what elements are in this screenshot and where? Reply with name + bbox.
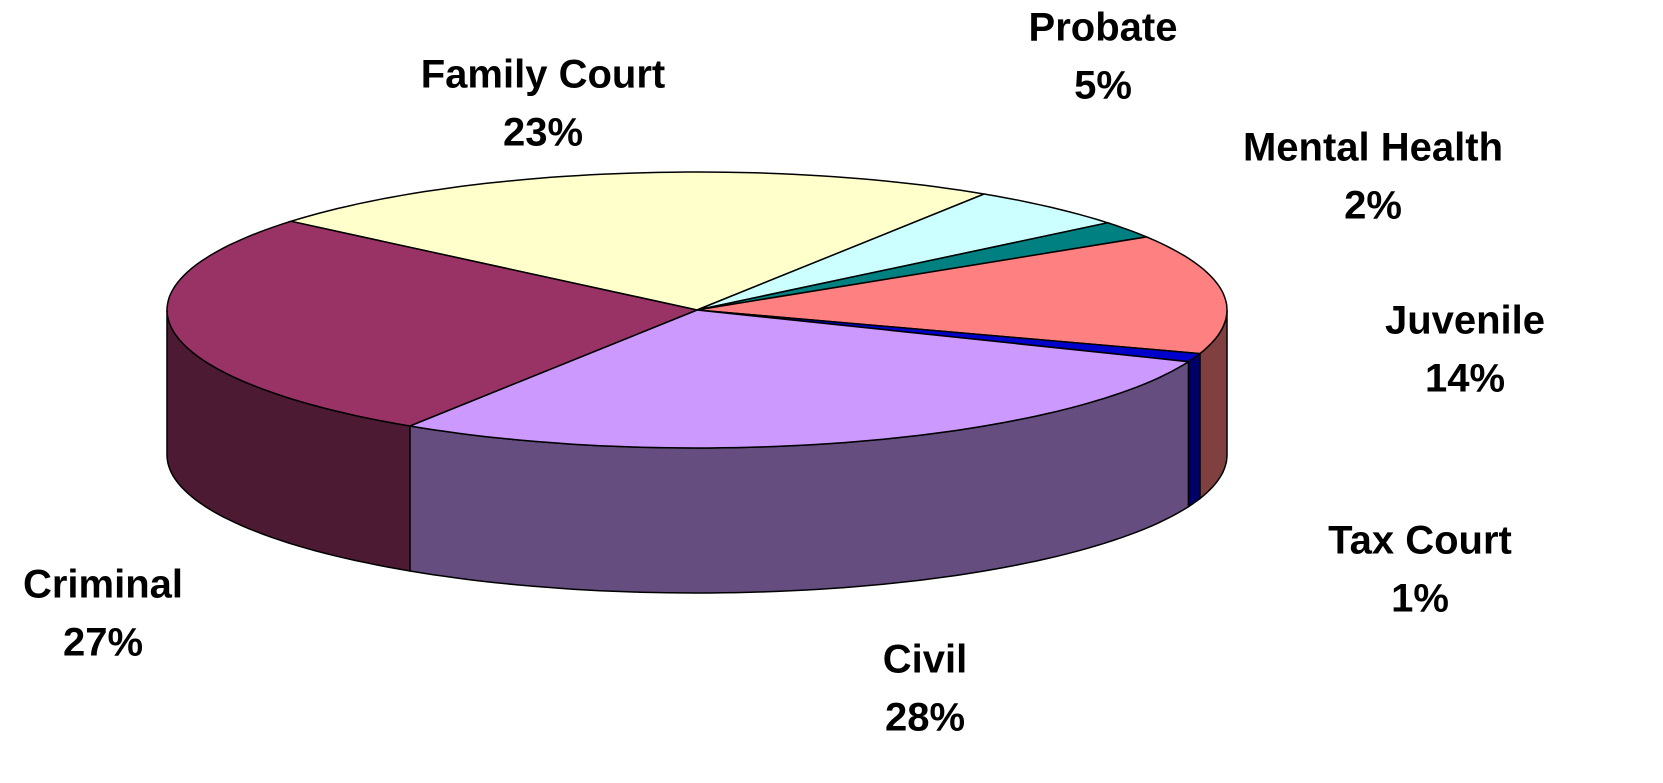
pie-side <box>1187 352 1201 509</box>
slice-label: Family Court <box>421 53 665 97</box>
pie-sides <box>166 309 1228 594</box>
pie-slice <box>696 236 1228 355</box>
slice-label: Tax Court <box>1328 519 1512 563</box>
slice-label: Probate <box>1029 6 1178 50</box>
slice-label: Juvenile <box>1385 299 1545 343</box>
slice-value-label: 2% <box>1344 184 1402 228</box>
slice-value-label: 5% <box>1074 64 1132 108</box>
slice-value-label: 28% <box>885 696 965 740</box>
slice-label: Criminal <box>23 563 183 607</box>
pie-slice <box>407 309 1191 449</box>
pie-slice <box>696 193 1111 311</box>
slice-value-label: 14% <box>1425 357 1505 401</box>
slice-value-label: 23% <box>503 111 583 155</box>
slice-label: Civil <box>883 638 967 682</box>
slice-label: Mental Health <box>1243 126 1503 170</box>
pie-slice <box>166 220 700 427</box>
slice-value-label: 27% <box>63 621 143 665</box>
pie-top <box>166 171 1228 449</box>
pie-slice <box>288 171 987 311</box>
slice-value-label: 1% <box>1391 577 1449 621</box>
